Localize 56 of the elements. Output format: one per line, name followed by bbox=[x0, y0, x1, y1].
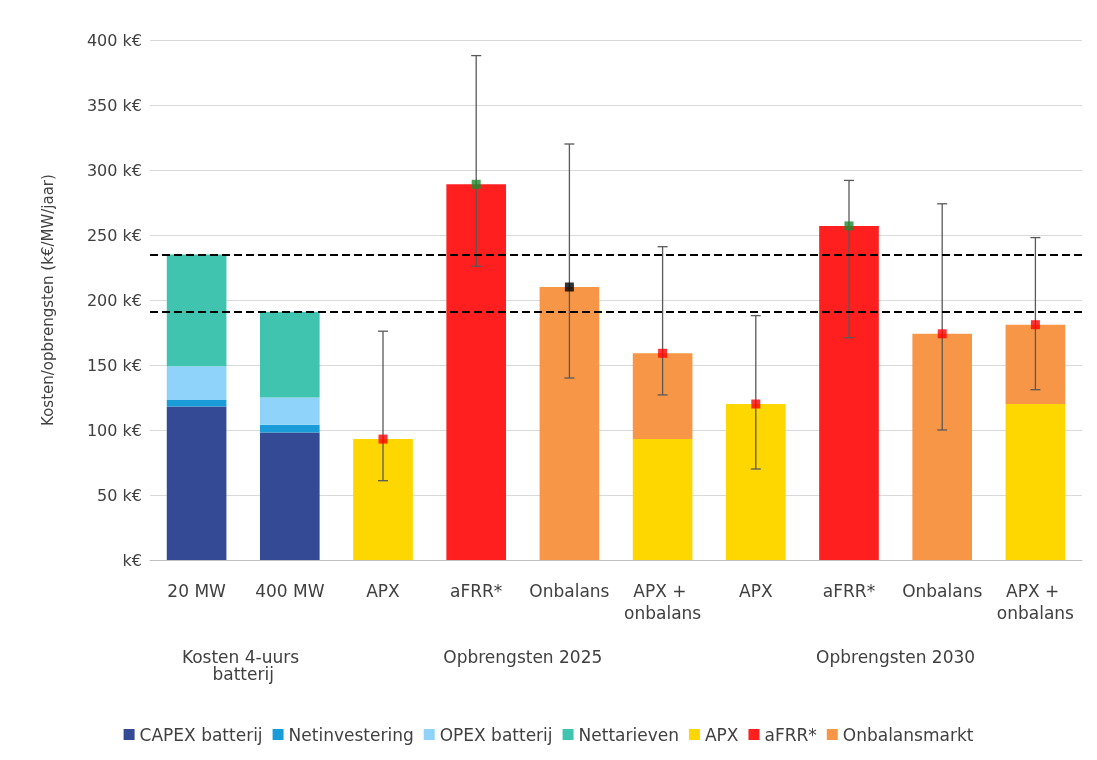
bar bbox=[166, 406, 227, 560]
point bbox=[937, 329, 947, 339]
text: Opbrengsten 2025 bbox=[443, 646, 603, 667]
point bbox=[471, 179, 481, 189]
bar bbox=[725, 404, 786, 560]
legend-label: Netinvestering bbox=[288, 724, 414, 745]
y-tick-label: 400 k€ bbox=[86, 30, 142, 50]
x-tick-label: APX bbox=[366, 581, 401, 601]
x-tick-label: 400 MW bbox=[255, 581, 325, 601]
bar bbox=[632, 439, 693, 560]
bar bbox=[166, 366, 227, 401]
x-tick-label: Onbalans bbox=[529, 581, 610, 601]
legend-label: Nettarieven bbox=[578, 724, 679, 745]
point bbox=[751, 399, 761, 409]
x-tick-label: aFRR* bbox=[450, 581, 503, 601]
point bbox=[378, 434, 388, 444]
legend-label: OPEX batterij bbox=[439, 724, 553, 745]
x-tick-label: 20 MW bbox=[167, 581, 227, 601]
bar bbox=[1005, 404, 1066, 560]
bar bbox=[446, 184, 507, 560]
y-tick-label: 100 k€ bbox=[86, 420, 142, 440]
text: Kosten 4-uurs batterij bbox=[181, 646, 305, 684]
point bbox=[658, 348, 668, 358]
y-tick-label: 250 k€ bbox=[86, 225, 142, 245]
y-tick-label: k€ bbox=[122, 550, 142, 570]
y-tick-label: 350 k€ bbox=[86, 95, 142, 115]
bar bbox=[259, 424, 320, 433]
y-tick-label: 150 k€ bbox=[86, 355, 142, 375]
bar bbox=[166, 254, 227, 367]
point bbox=[564, 282, 574, 292]
point bbox=[1030, 320, 1040, 330]
y-tick-label: 300 k€ bbox=[86, 160, 142, 180]
bar bbox=[819, 225, 879, 560]
x-tick-label: APX + onbalans bbox=[624, 581, 702, 623]
legend-label: APX bbox=[704, 724, 739, 745]
bar bbox=[1005, 324, 1066, 404]
legend-label: aFRR* bbox=[764, 724, 817, 745]
x-tick-label: Onbalans bbox=[902, 581, 983, 601]
bar bbox=[912, 333, 973, 560]
x-tick-label: aFRR* bbox=[822, 581, 876, 601]
bar bbox=[259, 397, 320, 425]
bar bbox=[353, 439, 413, 560]
y-axis-title: Kosten/opbrengsten (k€/MW/jaar) bbox=[38, 174, 57, 426]
bar bbox=[259, 432, 320, 560]
legend-label: CAPEX batterij bbox=[139, 724, 263, 745]
bar bbox=[632, 353, 693, 440]
legend-label: Onbalansmarkt bbox=[842, 724, 974, 745]
y-tick-label: 200 k€ bbox=[86, 290, 142, 310]
point bbox=[844, 221, 854, 231]
bar bbox=[166, 400, 227, 407]
y-tick-label: 50 k€ bbox=[97, 485, 142, 505]
x-tick-label: APX bbox=[739, 581, 773, 601]
bar bbox=[539, 287, 600, 560]
text: Opbrengsten 2030 bbox=[816, 646, 976, 667]
x-tick-label: APX + onbalans bbox=[996, 581, 1075, 623]
bar bbox=[259, 311, 320, 398]
